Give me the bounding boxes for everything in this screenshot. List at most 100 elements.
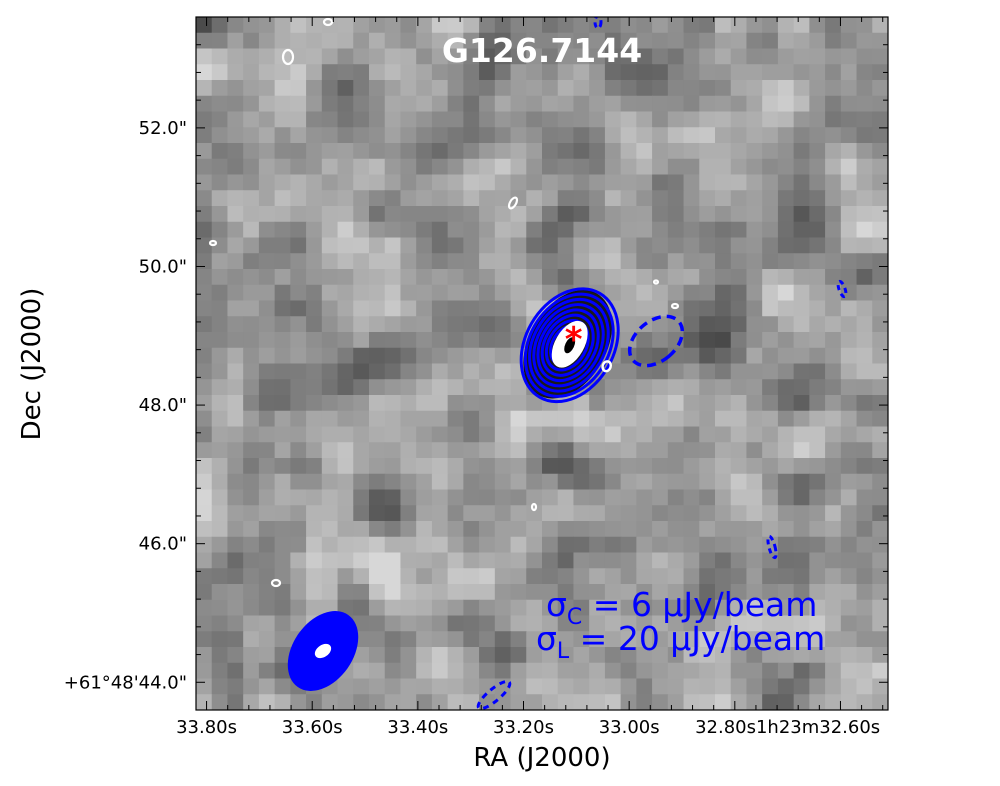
image-pixel [463,32,480,50]
image-pixel [699,536,716,554]
image-pixel [306,269,323,286]
image-pixel [306,473,323,491]
image-pixel [258,316,276,333]
image-pixel [431,505,449,522]
image-pixel [384,143,402,160]
image-pixel [762,32,779,50]
image-pixel [730,631,748,648]
image-pixel [636,95,653,113]
image-pixel [557,17,575,34]
image-pixel [667,568,685,585]
image-pixel [494,95,512,113]
image-pixel [715,64,732,81]
image-pixel [463,521,480,538]
image-pixel [573,615,590,632]
image-pixel [715,442,732,459]
image-pixel [431,80,449,97]
image-pixel [620,615,637,632]
image-pixel [431,631,449,648]
image-pixel [762,615,779,632]
image-pixel [557,584,575,601]
image-pixel [620,599,637,617]
image-pixel [840,489,858,506]
image-pixel [447,80,464,97]
image-pixel [196,284,213,302]
image-pixel [196,552,213,569]
image-pixel [290,316,307,333]
image-pixel [762,458,779,475]
image-pixel [636,599,653,617]
image-pixel [227,206,244,223]
image-pixel [290,269,307,286]
image-pixel [290,284,307,302]
image-pixel [762,253,779,270]
image-pixel [715,568,732,585]
image-pixel [243,458,260,475]
image-pixel [620,584,637,601]
image-pixel [825,615,842,632]
image-pixel [730,458,748,475]
image-pixel [825,395,842,412]
image-pixel [494,473,512,491]
image-pixel [715,80,732,97]
image-pixel [227,17,244,34]
image-pixel [431,64,449,81]
image-pixel [652,694,669,710]
image-pixel [730,442,748,459]
image-pixel [369,442,386,459]
image-pixel [494,80,512,97]
image-pixel [227,458,244,475]
image-pixel [337,284,354,302]
image-pixel [667,536,685,554]
image-pixel [762,363,779,380]
image-pixel [730,158,748,176]
image-pixel [479,631,496,648]
image-pixel [416,647,433,664]
image-pixel [542,174,559,191]
image-pixel [400,221,417,239]
image-pixel [573,127,590,144]
image-pixel [337,174,354,191]
image-pixel [400,410,417,428]
image-pixel [243,174,260,191]
image-pixel [447,599,464,617]
image-pixel [227,442,244,459]
continuum-contour [601,360,613,373]
image-pixel [652,473,669,491]
chart-title: G126.7144 [442,31,642,70]
image-pixel [337,379,354,396]
image-pixel [400,95,417,113]
image-pixel [762,127,779,144]
image-pixel [243,678,260,695]
image-pixel [369,284,386,302]
image-pixel [196,95,213,113]
image-pixel [746,347,763,365]
image-pixel [699,253,716,270]
image-pixel [431,269,449,286]
image-pixel [557,599,575,617]
image-pixel [400,615,417,632]
image-pixel [353,521,370,538]
image-pixel [416,363,433,380]
image-pixel [306,316,323,333]
image-pixel [636,615,653,632]
image-pixel [856,379,873,396]
image-pixel [274,269,291,286]
image-pixel [258,158,276,176]
image-pixel [479,190,496,207]
image-pixel [258,64,276,81]
image-pixel [872,521,888,538]
image-pixel [573,32,590,50]
image-pixel [510,127,527,144]
image-pixel [825,584,842,601]
image-pixel [211,347,229,365]
image-pixel [431,221,449,239]
image-pixel [258,678,276,695]
image-pixel [793,599,810,617]
image-pixel [400,584,417,601]
x-tick-label: 32.80s1h23m32.60s [695,717,880,738]
image-pixel [416,489,433,506]
image-pixel [337,332,354,349]
image-pixel [353,568,370,585]
image-pixel [777,158,795,176]
